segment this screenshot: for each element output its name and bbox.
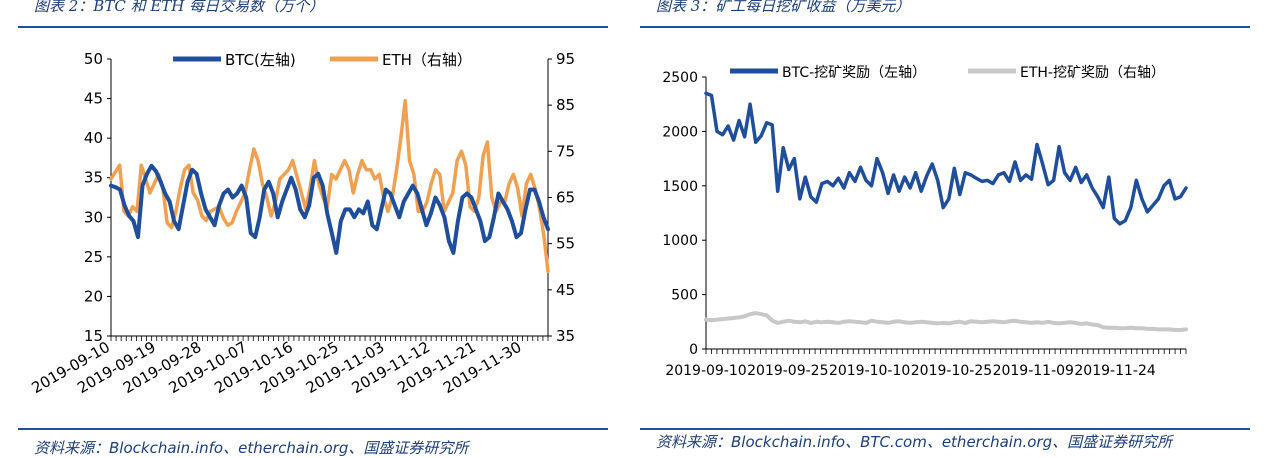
y-tick-label-left: 35: [84, 169, 103, 187]
y-tick-label-left: 25: [84, 248, 103, 266]
legend-label-1: BTC-挖矿奖励（左轴）: [782, 64, 926, 81]
x-tick-label: 2019-10-10: [829, 363, 910, 379]
y-tick-label-left: 15: [84, 327, 103, 345]
y-tick-label-left: 20: [84, 287, 103, 305]
x-tick-label: 2019-09-10: [665, 363, 746, 379]
x-tick-label: 2019-11-24: [1074, 363, 1155, 379]
mining-reward-chart: 0 500 1000 1500 2000 2500 2019-09-10 2019-09-25…: [662, 64, 1188, 379]
x-tick-label: 2019-11-09: [993, 363, 1074, 379]
y-tick-label-left: 0: [689, 342, 698, 358]
legend-label-2: ETH（右轴）: [382, 51, 472, 69]
left-figure-title: 图表 2：BTC 和 ETH 每日交易数（万个）: [34, 0, 325, 15]
series-line-2: [109, 98, 550, 274]
legend-label-2: ETH-挖矿奖励（右轴）: [1020, 64, 1165, 81]
x-tick-label: 2019-10-25: [911, 363, 992, 379]
y-tick-label-left: 1500: [662, 179, 698, 195]
y-tick-label-left: 500: [671, 288, 698, 304]
series-line-1: [704, 91, 1188, 226]
y-tick-label-right: 55: [556, 235, 575, 253]
left-title-rule: [18, 26, 608, 28]
left-source-rule: [18, 428, 608, 430]
btc-eth-transactions-chart: 1520253035404550354555657585952019-09-10…: [28, 50, 575, 397]
y-tick-label-right: 35: [556, 327, 575, 345]
legend-label-1: BTC(左轴): [225, 51, 296, 69]
x-tick-label: 2019-09-25: [747, 363, 828, 379]
right-source-rule: [640, 428, 1250, 430]
right-figure-title: 图表 3：矿工每日挖矿收益（万美元）: [656, 0, 911, 15]
y-tick-label-left: 50: [84, 50, 103, 68]
left-figure-source: 资料来源：Blockchain.info、etherchain.org、国盛证券…: [34, 439, 469, 457]
right-title-rule: [640, 26, 1250, 28]
y-tick-label-left: 1000: [662, 233, 698, 249]
y-tick-label-left: 2500: [662, 70, 698, 86]
y-tick-label-right: 65: [556, 189, 575, 207]
right-figure-source: 资料来源：Blockchain.info、BTC.com、etherchain.…: [656, 433, 1173, 451]
y-tick-label-right: 75: [556, 142, 575, 160]
y-tick-label-right: 85: [556, 96, 575, 114]
y-tick-label-left: 30: [84, 208, 103, 226]
y-tick-label-left: 45: [84, 90, 103, 108]
y-tick-label-left: 40: [84, 129, 103, 147]
y-tick-label-left: 2000: [662, 124, 698, 140]
series-line-2: [704, 311, 1188, 332]
y-tick-label-right: 95: [556, 50, 575, 68]
series-line-1: [109, 163, 550, 255]
y-tick-label-right: 45: [556, 281, 575, 299]
